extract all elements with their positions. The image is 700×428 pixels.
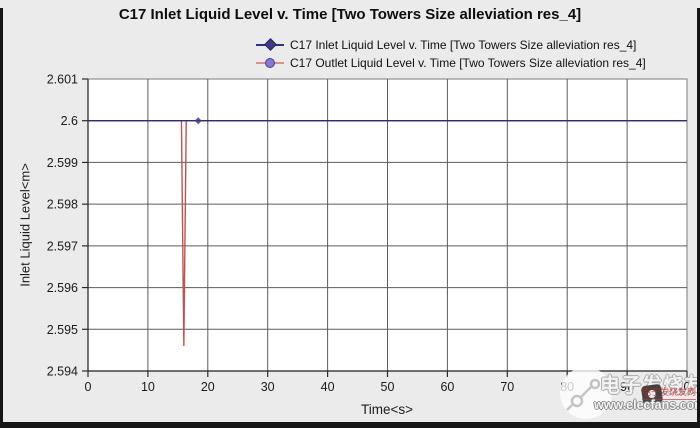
- x-tick-label: 100: [677, 380, 698, 394]
- legend-item-outlet: C17 Outlet Liquid Level v. Time [Two Tow…: [256, 54, 646, 72]
- y-tick-label: 2.601: [47, 73, 78, 87]
- x-tick-label: 20: [201, 380, 215, 394]
- y-tick-label: 2.599: [47, 156, 78, 170]
- x-tick-label: 80: [560, 380, 574, 394]
- y-tick-label: 2.598: [47, 198, 78, 212]
- chart-title: C17 Inlet Liquid Level v. Time [Two Towe…: [118, 6, 582, 23]
- inlet-series-marker-icon: [256, 38, 284, 51]
- x-tick-label: 0: [85, 380, 92, 394]
- legend-label-inlet: C17 Inlet Liquid Level v. Time [Two Towe…: [290, 38, 637, 52]
- outlet-series-marker-icon: [256, 58, 284, 68]
- legend-item-inlet: C17 Inlet Liquid Level v. Time [Two Towe…: [256, 36, 646, 54]
- x-tick-label: 70: [500, 380, 514, 394]
- y-tick-label: 2.597: [47, 239, 78, 253]
- frame-edge-bottom: [0, 422, 700, 428]
- x-tick-label: 30: [261, 380, 275, 394]
- y-tick-label: 2.594: [47, 365, 78, 379]
- circle-marker-icon: [265, 58, 275, 68]
- x-axis-title: Time<s>: [360, 402, 414, 417]
- y-axis-title: Inlet Liquid Level<m>: [17, 163, 33, 287]
- frame-edge-left: [0, 8, 3, 428]
- x-tick-label: 60: [440, 380, 454, 394]
- x-tick-label: 50: [381, 380, 395, 394]
- y-tick-label: 2.596: [47, 281, 78, 295]
- y-tick-label: 2.6: [61, 114, 78, 128]
- legend-label-outlet: C17 Outlet Liquid Level v. Time [Two Tow…: [290, 56, 646, 70]
- frame-edge-right: [697, 8, 700, 428]
- y-tick-label: 2.595: [47, 323, 78, 337]
- x-tick-label: 90: [620, 380, 634, 394]
- legend: C17 Inlet Liquid Level v. Time [Two Towe…: [256, 36, 646, 72]
- point-marker: [194, 117, 202, 125]
- x-tick-label: 10: [141, 380, 155, 394]
- x-tick-label: 40: [321, 380, 335, 394]
